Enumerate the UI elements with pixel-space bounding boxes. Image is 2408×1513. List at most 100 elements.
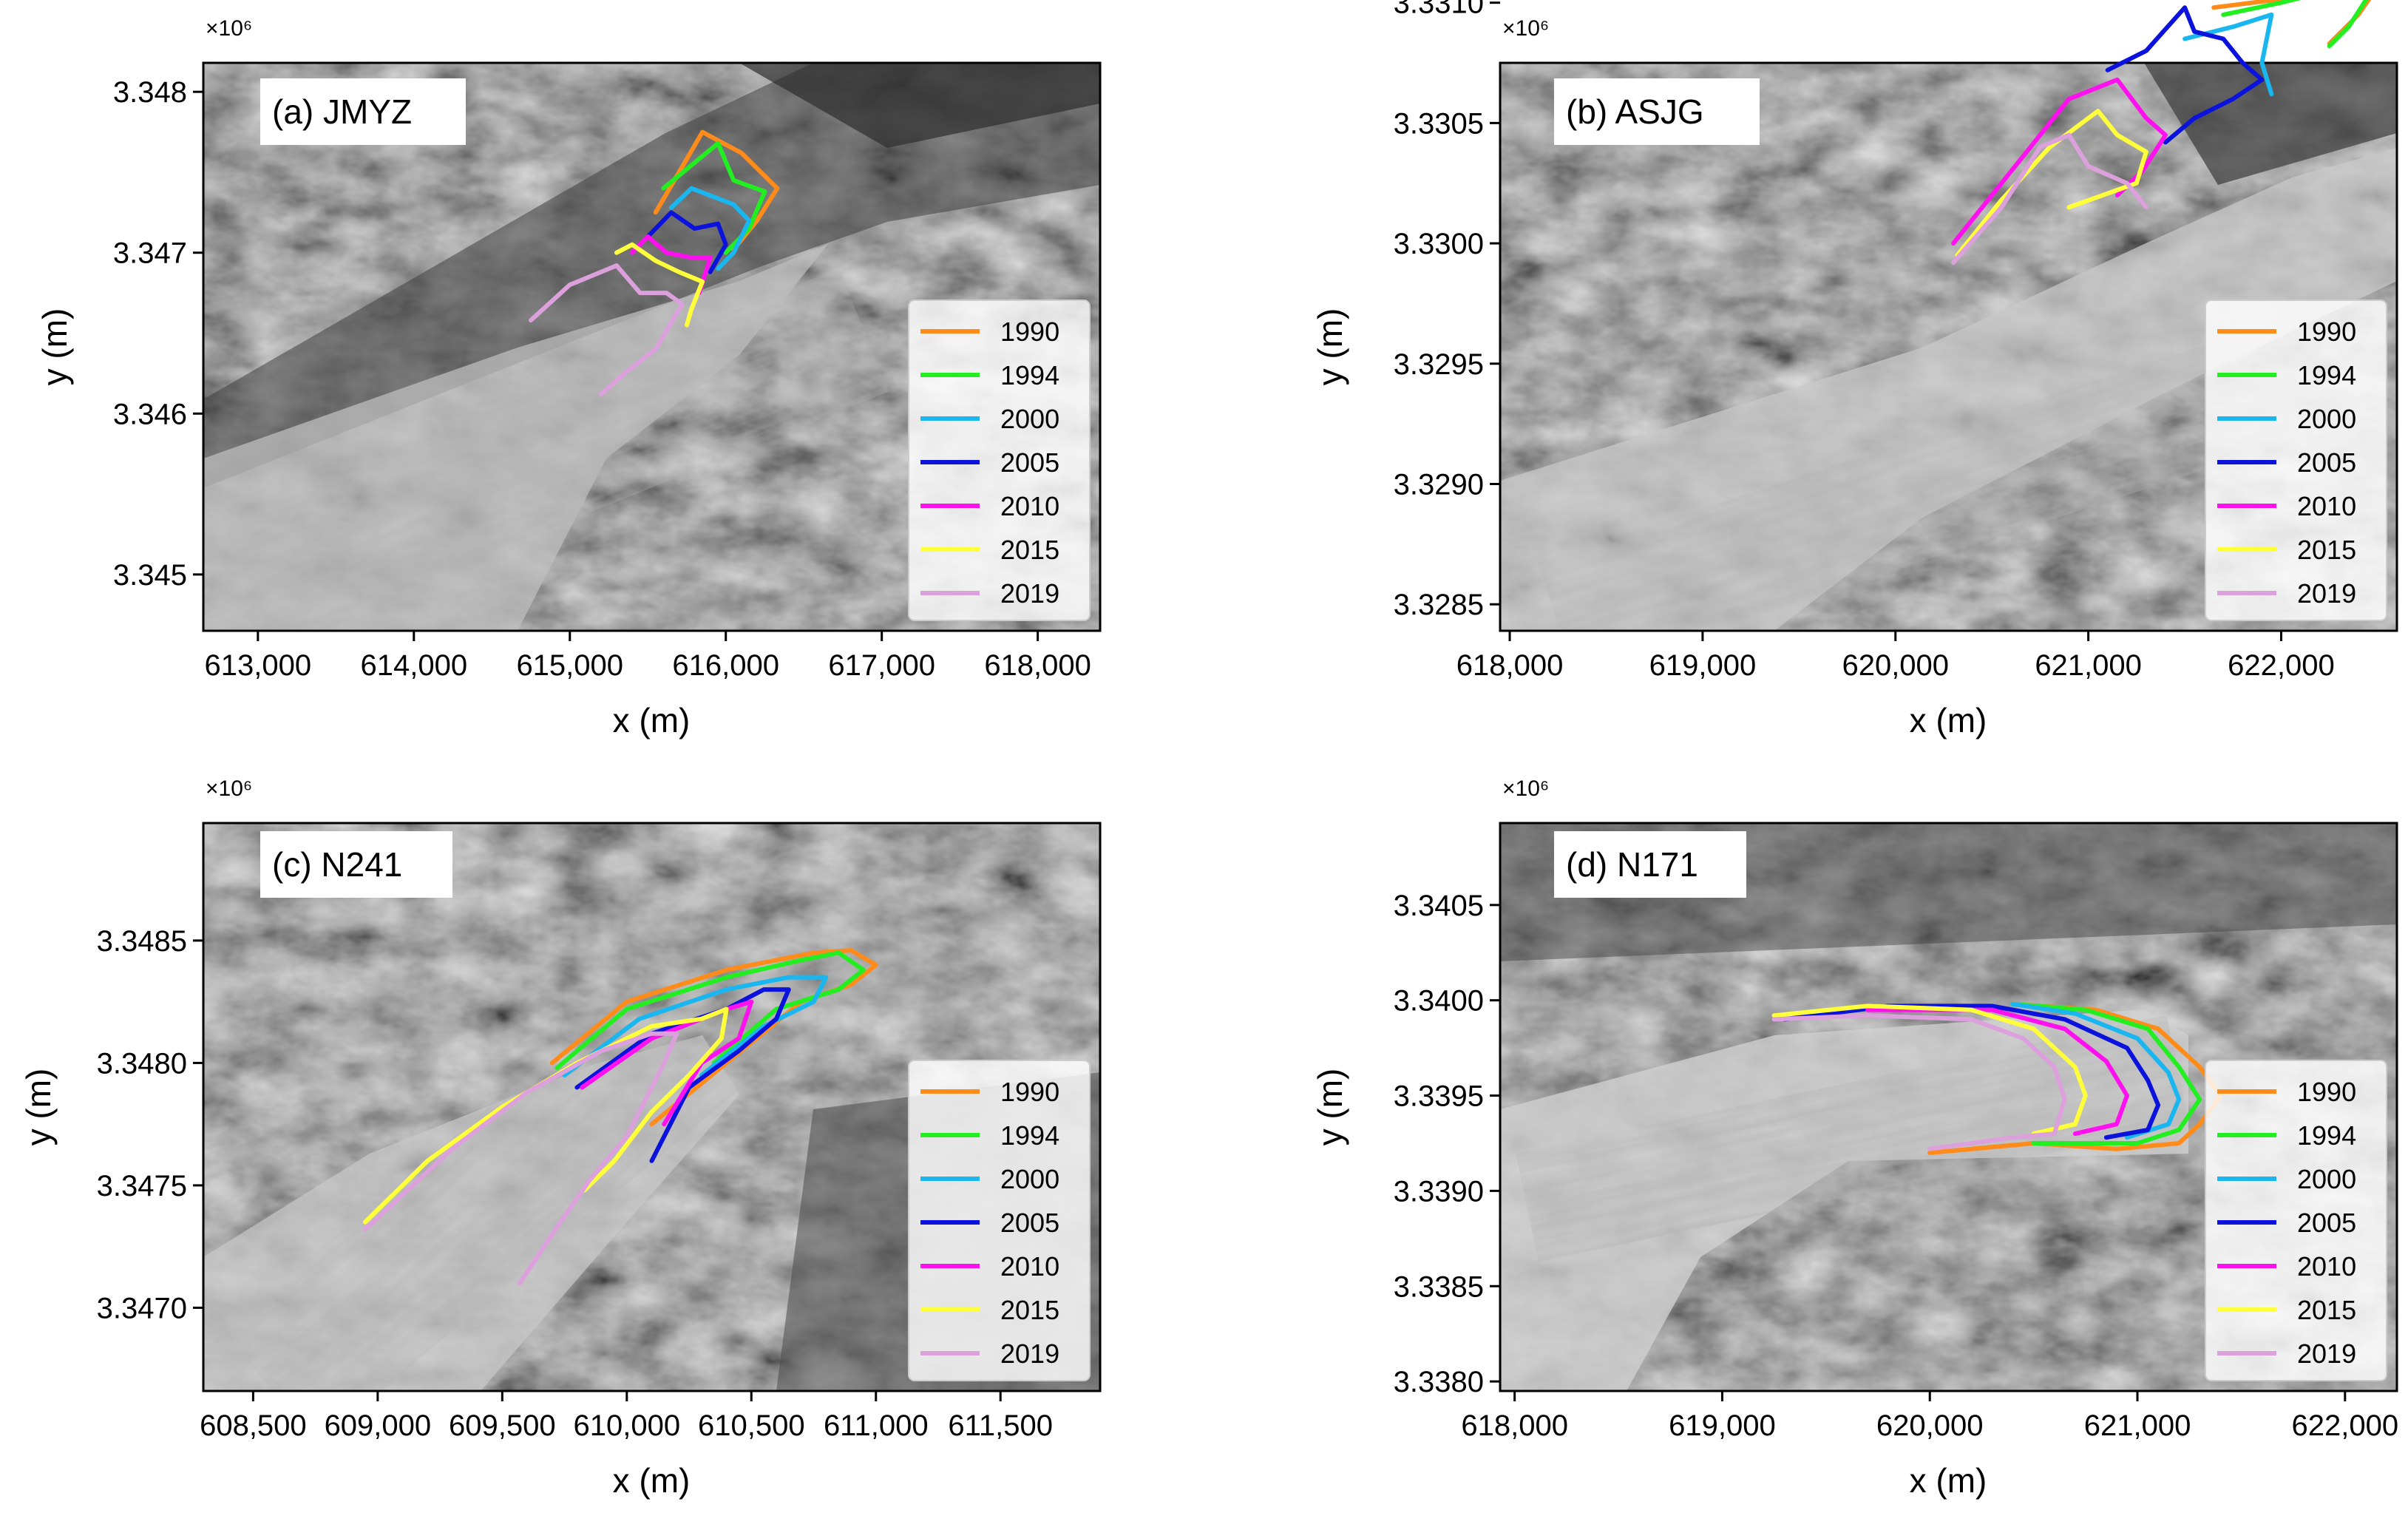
legend-label-1994: 1994 (1000, 360, 1059, 390)
panel-title-box-d (1554, 831, 1746, 898)
terminus-line-2015-a (614, 242, 705, 328)
y-tick-label: 3.3310 (1394, 0, 1484, 20)
legend-box (2205, 299, 2387, 621)
y-tick-label: 3.3395 (1394, 1080, 1484, 1113)
y-tick-label: 3.3480 (97, 1047, 187, 1080)
x-axis-label-a: x (m) (613, 701, 691, 739)
terminus-line-2010-b (1951, 77, 2168, 246)
x-tick-label: 610,000 (574, 1409, 681, 1442)
panel-title-d: (d) N171 (1566, 845, 1698, 884)
y-axis-label-d: y (m) (1311, 1069, 1349, 1146)
panel-title-box-c (260, 831, 452, 898)
panel-title-box-a (260, 78, 466, 145)
y-tick-label: 3.3290 (1394, 468, 1484, 501)
x-ticks-b: 618,000 619,000 620,000 621,000 622,000 (1456, 631, 2335, 682)
terminus-lines-c (363, 948, 878, 1286)
x-tick-label: 613,000 (205, 649, 312, 682)
terminus-line-1990-a (653, 129, 780, 252)
terminus-line-2000-d (2010, 1001, 2182, 1140)
terminus-line-2000-b (2183, 12, 2274, 97)
legend-label-2019: 2019 (2297, 1338, 2356, 1369)
x-tick-label: 622,000 (2228, 649, 2335, 682)
terminus-lines-d (1771, 1001, 2223, 1155)
terminus-line-1994-c (554, 950, 866, 1070)
terminus-line-2019-d (1771, 1013, 2067, 1151)
legend-label-2005: 2005 (1000, 447, 1059, 478)
y-tick-label: 3.3305 (1394, 107, 1484, 140)
x-tick-label: 609,000 (325, 1409, 432, 1442)
x-ticks-a: 613,000 614,000 615,000 616,000 617,000 618,0… (205, 631, 1091, 682)
y-offset-label-c: ×10⁶ (206, 776, 252, 801)
terminus-line-2015-c (363, 1006, 729, 1225)
legend-label-2000: 2000 (2297, 1164, 2356, 1194)
terminus-line-2015-d (1771, 1003, 2088, 1137)
y-tick-label: 3.3400 (1394, 985, 1484, 1018)
y-tick-label: 3.346 (113, 398, 187, 430)
x-ticks-c: 608,500 609,000 609,500 610,000 610,500 611,0… (200, 1391, 1053, 1442)
terminus-line-2005-a (645, 210, 728, 274)
y-ticks-c: 3.3470 3.3475 3.3480 3.3485 (97, 925, 203, 1324)
terminus-line-2010-a (630, 234, 713, 296)
terminus-line-1994-d (2010, 1001, 2202, 1145)
y-tick-label: 3.348 (113, 76, 187, 109)
terminus-lines-b (1951, 0, 2372, 265)
legend-label-2010: 2010 (1000, 1251, 1059, 1282)
legend-label-2019: 2019 (2297, 578, 2356, 609)
y-ticks-b: 3.3285 3.3290 3.3295 3.3300 3.3305 3.3310 (1394, 0, 1500, 621)
x-tick-label: 610,500 (698, 1409, 805, 1442)
legend-label-2010: 2010 (1000, 491, 1059, 521)
terminus-lines-a (529, 129, 780, 397)
x-tick-label: 609,500 (449, 1409, 556, 1442)
legend-label-2010: 2010 (2297, 491, 2356, 521)
x-tick-label: 616,000 (672, 649, 779, 682)
x-tick-label: 614,000 (360, 649, 467, 682)
x-tick-label: 617,000 (828, 649, 935, 682)
legend-b: 1990 1994 2000 2005 2010 2015 2019 (2205, 299, 2387, 621)
terminus-line-2000-a (668, 186, 752, 271)
x-tick-label: 619,000 (1649, 649, 1757, 682)
x-tick-label: 618,000 (984, 649, 1091, 682)
x-tick-label: 611,000 (824, 1409, 929, 1442)
panel-a: 613,000 614,000 615,000 616,000 617,000 618,0… (35, 16, 1102, 739)
legend-box (2205, 1060, 2387, 1381)
legend-a: 1990 1994 2000 2005 2010 2015 2019 (908, 299, 1091, 621)
x-axis-label-c: x (m) (613, 1461, 691, 1500)
x-tick-label: 618,000 (1461, 1409, 1568, 1442)
y-tick-label: 3.3385 (1394, 1270, 1484, 1303)
x-tick-label: 611,500 (948, 1409, 1053, 1442)
legend-label-2015: 2015 (1000, 1295, 1059, 1325)
x-ticks-d: 618,000 619,000 620,000 621,000 622,000 (1461, 1391, 2398, 1442)
legend-c: 1990 1994 2000 2005 2010 2015 2019 (908, 1060, 1091, 1381)
y-axis-label-c: y (m) (19, 1069, 58, 1146)
x-axis-label-b: x (m) (1910, 701, 1987, 739)
y-tick-label: 3.3475 (97, 1170, 187, 1202)
legend-label-2000: 2000 (1000, 404, 1059, 434)
x-tick-label: 620,000 (1876, 1409, 1984, 1442)
x-tick-label: 621,000 (2084, 1409, 2191, 1442)
legend-label-2000: 2000 (2297, 404, 2356, 434)
panel-d: 618,000 619,000 620,000 621,000 622,000 3.33… (1311, 776, 2398, 1500)
y-axis-label-b: y (m) (1311, 308, 1349, 386)
terminus-line-1990-b (2211, 0, 2372, 46)
y-tick-label: 3.345 (113, 559, 187, 592)
y-tick-label: 3.3380 (1394, 1366, 1484, 1398)
legend-label-1990: 1990 (2297, 1077, 2356, 1107)
y-tick-label: 3.3295 (1394, 348, 1484, 381)
x-tick-label: 615,000 (516, 649, 623, 682)
panel-title-b: (b) ASJG (1566, 92, 1704, 131)
legend-label-2005: 2005 (2297, 447, 2356, 478)
legend-label-1990: 1990 (1000, 1077, 1059, 1107)
legend-label-2010: 2010 (2297, 1251, 2356, 1282)
y-tick-label: 3.347 (113, 237, 187, 270)
legend-label-1994: 1994 (2297, 1120, 2356, 1151)
legend-label-2005: 2005 (1000, 1208, 1059, 1238)
panel-b: 618,000 619,000 620,000 621,000 622,000 3.32… (1311, 0, 2398, 739)
x-tick-label: 620,000 (1842, 649, 1949, 682)
x-tick-label: 622,000 (2292, 1409, 2399, 1442)
legend-d: 1990 1994 2000 2005 2010 2015 2019 (2205, 1060, 2387, 1381)
terminus-line-2019-a (529, 263, 685, 397)
y-offset-label-a: ×10⁶ (206, 16, 252, 41)
y-tick-label: 3.3390 (1394, 1175, 1484, 1208)
y-axis-label-a: y (m) (35, 308, 74, 386)
